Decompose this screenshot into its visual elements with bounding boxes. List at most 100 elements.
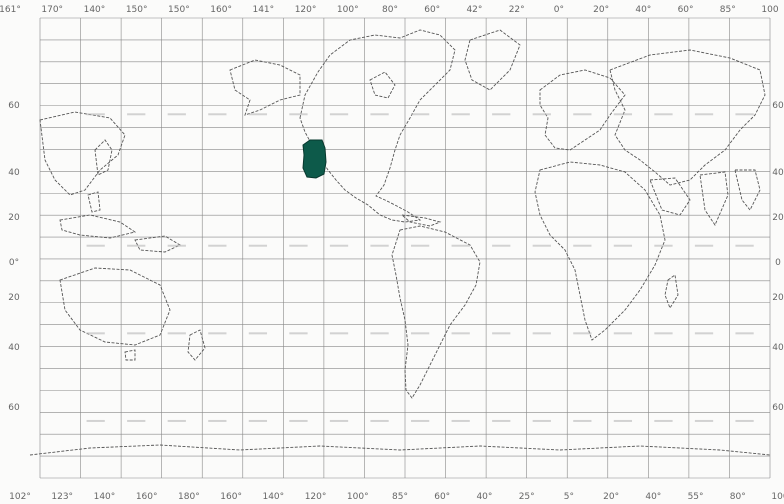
indonesia-coast	[59, 214, 137, 239]
faint-cell-mark	[492, 419, 511, 422]
bottom-tick-label: 25°	[519, 492, 535, 502]
left-tick-label: 0°	[9, 258, 19, 268]
bottom-tick-label: 160°	[136, 492, 158, 502]
faint-cell-mark	[573, 332, 592, 335]
faint-cell-mark	[694, 113, 714, 116]
faint-cell-mark	[411, 244, 430, 247]
india-coast	[699, 171, 729, 226]
bottom-tick-label: 160°	[220, 492, 242, 502]
southeast-asia-coast	[734, 169, 761, 211]
faint-cell-mark	[694, 419, 714, 422]
faint-cell-mark	[289, 244, 308, 247]
faint-cell-mark	[167, 113, 186, 116]
madagascar-coast	[664, 274, 679, 310]
top-tick-label: 60°	[424, 5, 440, 15]
faint-cell-mark	[167, 244, 186, 247]
bottom-tick-label: 5°	[564, 492, 574, 502]
right-tick-label: 40	[772, 168, 784, 178]
bottom-longitude-labels: 102° 123° 140° 160° 180° 160° 140° 120° 100° 85° 6…	[9, 492, 784, 502]
top-tick-label: 150°	[168, 5, 190, 15]
faint-cell-mark	[613, 113, 633, 116]
faint-cell-mark	[694, 244, 714, 247]
faint-cell-mark	[654, 419, 673, 422]
right-tick-label: 40	[772, 343, 784, 353]
left-tick-label: 60	[8, 403, 20, 413]
left-tick-label: 20	[8, 293, 20, 303]
faint-cell-mark	[735, 419, 754, 422]
faint-cell-mark	[248, 113, 268, 116]
left-tick-label: 40	[8, 168, 20, 178]
faint-cell-mark	[492, 332, 511, 335]
top-tick-label: 160°	[210, 5, 232, 15]
faint-cell-mark	[127, 113, 146, 116]
faint-cell-mark	[451, 332, 470, 335]
faint-cell-mark	[289, 419, 308, 422]
right-tick-label: 60	[772, 403, 784, 413]
bottom-tick-label: 123°	[51, 492, 73, 502]
faint-cell-mark	[86, 244, 105, 247]
faint-cell-mark	[532, 419, 551, 422]
bottom-tick-label: 140°	[262, 492, 284, 502]
faint-cell-mark	[613, 419, 633, 422]
faint-cell-mark	[248, 244, 268, 247]
bottom-tick-label: 20°	[603, 492, 619, 502]
faint-cell-mark	[86, 419, 105, 422]
faint-cell-mark	[208, 113, 227, 116]
bottom-tick-label: 55°	[688, 492, 704, 502]
top-tick-label: 170°	[41, 5, 63, 15]
faint-cell-mark	[167, 419, 186, 422]
faint-cell-mark	[654, 113, 673, 116]
new-zealand-coast	[187, 329, 206, 361]
faint-cell-mark	[370, 419, 389, 422]
top-tick-label: 22°	[509, 5, 525, 15]
bottom-tick-label: 40°	[476, 492, 492, 502]
right-tick-label: 0	[775, 258, 781, 268]
faint-cell-mark	[532, 113, 551, 116]
top-tick-label: 20°	[593, 5, 609, 15]
faint-cell-mark	[370, 244, 389, 247]
faint-cell-mark	[573, 113, 592, 116]
faint-cell-mark	[329, 332, 349, 335]
top-tick-label: 0°	[554, 5, 564, 15]
faint-cell-mark	[127, 244, 146, 247]
hudson-bay-coast	[369, 71, 396, 99]
africa-coast	[534, 161, 666, 341]
faint-cell-mark	[329, 113, 349, 116]
alaska-coast	[229, 59, 301, 116]
east-asia-coast	[39, 111, 126, 196]
faint-cell-mark	[208, 332, 227, 335]
right-latitude-labels: 60 40 20 0 20 40 60	[772, 101, 784, 413]
left-tick-label: 20	[8, 213, 20, 223]
top-tick-label: 100°	[337, 5, 359, 15]
north-america-coast	[299, 29, 456, 223]
left-tick-label: 40	[8, 343, 20, 353]
top-tick-label: 141°	[252, 5, 274, 15]
coastlines	[29, 29, 771, 456]
faint-cell-mark	[289, 113, 308, 116]
faint-cell-mark	[370, 332, 389, 335]
faint-cell-mark	[492, 113, 511, 116]
faint-cell-mark	[735, 244, 754, 247]
faint-cell-mark	[532, 332, 551, 335]
faint-cell-mark	[86, 113, 105, 116]
australia-coast	[59, 267, 171, 346]
highlighted-region[interactable]: Western United States (California region…	[302, 139, 327, 179]
faint-cell-mark	[208, 419, 227, 422]
faint-cell-mark	[86, 332, 105, 335]
right-tick-label: 20	[772, 293, 784, 303]
top-tick-label: 140°	[84, 5, 106, 15]
asia-coast	[609, 49, 766, 186]
faint-cell-mark	[654, 244, 673, 247]
bottom-tick-label: 60°	[434, 492, 450, 502]
right-tick-label: 60	[772, 101, 784, 111]
bottom-tick-label: 40°	[645, 492, 661, 502]
japan-coast	[94, 139, 113, 176]
top-tick-label: 100	[761, 5, 778, 15]
faint-cell-mark	[411, 113, 430, 116]
faint-cell-mark	[127, 332, 146, 335]
philippines-coast	[87, 191, 101, 213]
top-tick-label: 40°	[635, 5, 651, 15]
top-longitude-labels: 161° 170° 140° 150° 150° 160° 141° 120° 100° 80° 6…	[0, 5, 779, 15]
grid-cell-labels	[86, 113, 754, 422]
